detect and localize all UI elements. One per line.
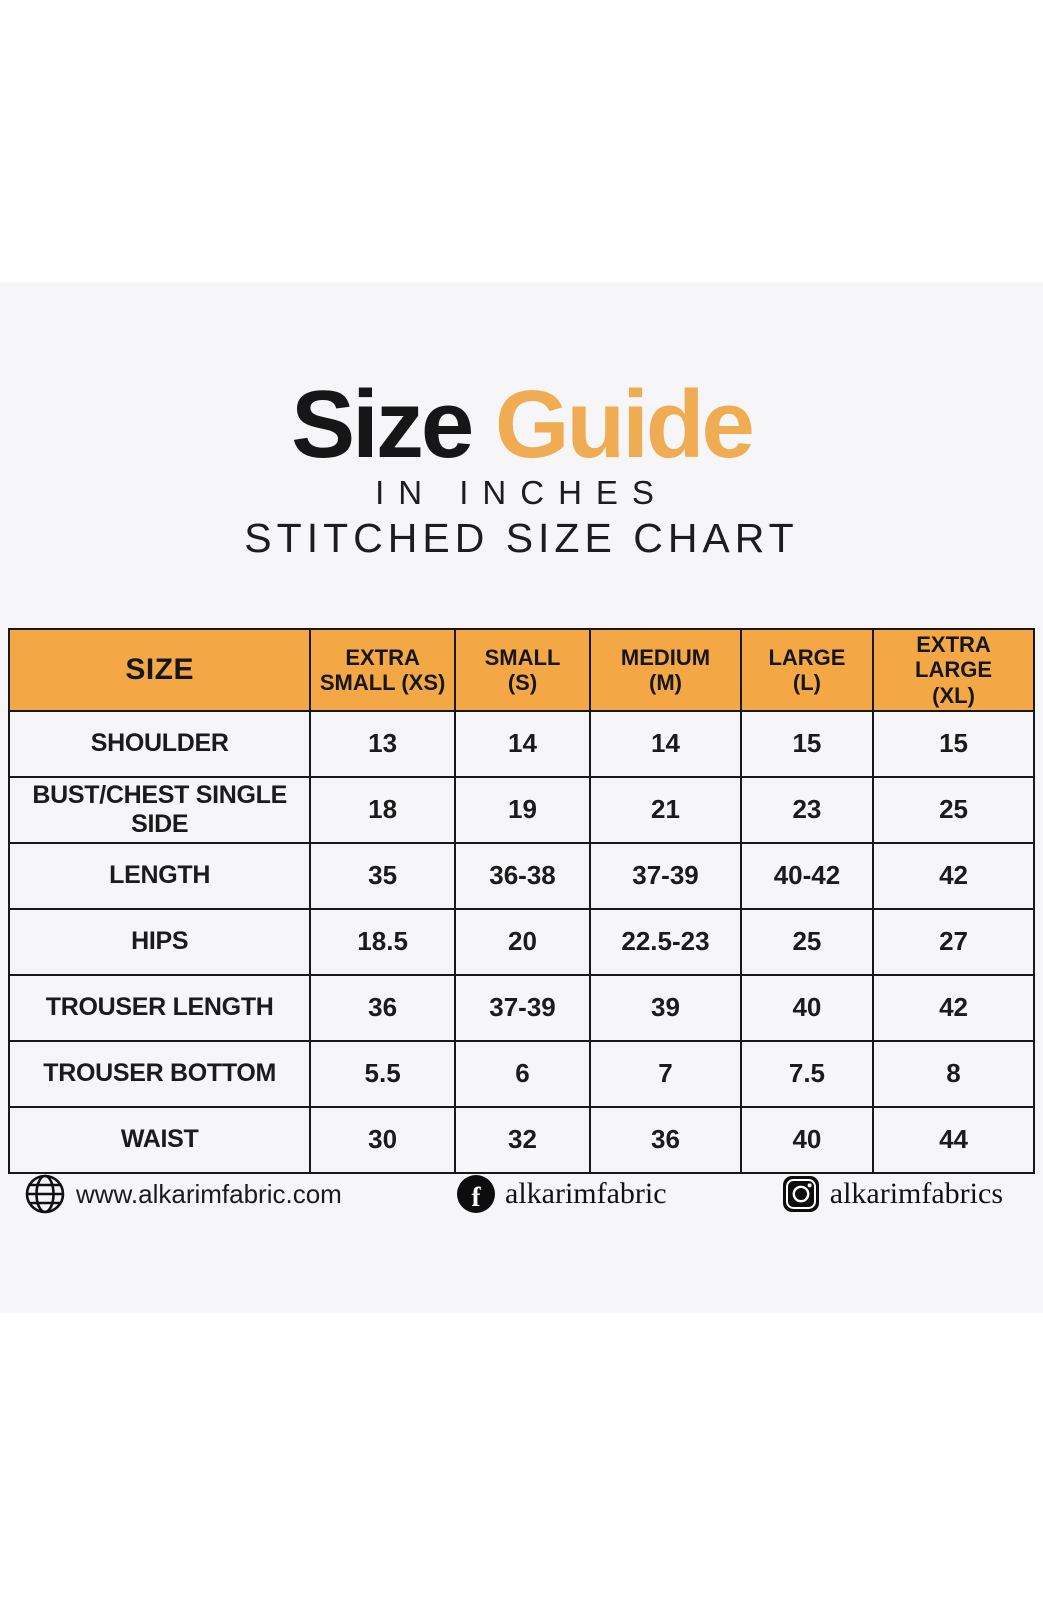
value-cell: 15 [872, 709, 1035, 778]
value-cell: 30 [309, 1105, 456, 1174]
value-cell: 44 [872, 1105, 1035, 1174]
row-label-shoulder: SHOULDER [7, 709, 312, 778]
table-row-bust-chest: BUST/CHEST SINGLE SIDE 18 19 21 23 25 [7, 775, 1035, 844]
value-cell: 42 [872, 841, 1035, 910]
value-cell: 18.5 [309, 907, 456, 976]
value-cell: 6 [453, 1039, 592, 1108]
column-header-medium: MEDIUM (M) [589, 628, 742, 712]
facebook-icon: f [457, 1175, 495, 1213]
value-cell: 27 [872, 907, 1035, 976]
content-card: Size Guide IN INCHES STITCHED SIZE CHART… [0, 282, 1043, 1313]
table-row-waist: WAIST 30 32 36 40 44 [7, 1105, 1035, 1174]
table-row-length: LENGTH 35 36-38 37-39 40-42 42 [7, 841, 1035, 910]
table-row-trouser-length: TROUSER LENGTH 36 37-39 39 40 42 [7, 973, 1035, 1042]
value-cell: 40 [739, 973, 875, 1042]
subtitle-chart-type: STITCHED SIZE CHART [244, 515, 799, 561]
table-row-trouser-bottom: TROUSER BOTTOM 5.5 6 7 7.5 8 [7, 1039, 1035, 1108]
value-cell: 36-38 [453, 841, 592, 910]
value-cell: 14 [589, 709, 742, 778]
value-cell: 8 [872, 1039, 1035, 1108]
value-cell: 5.5 [309, 1039, 456, 1108]
instagram-icon [782, 1176, 819, 1212]
footer: www.alkarimfabric.com f alkarimfabric al… [0, 1166, 1043, 1222]
value-cell: 36 [589, 1105, 742, 1174]
row-label-hips: HIPS [7, 907, 312, 976]
value-cell: 20 [453, 907, 592, 976]
footer-facebook: f alkarimfabric [457, 1175, 667, 1213]
column-header-size: SIZE [7, 628, 312, 712]
column-header-extra-large: EXTRA LARGE (XL) [872, 628, 1035, 712]
size-chart-table: SIZE EXTRA SMALL (XS) SMALL (S) MEDIUM (… [7, 628, 1035, 1174]
row-label-trouser-length: TROUSER LENGTH [7, 973, 312, 1042]
value-cell: 35 [309, 841, 456, 910]
facebook-handle: alkarimfabric [505, 1177, 667, 1210]
value-cell: 21 [589, 775, 742, 844]
value-cell: 32 [453, 1105, 592, 1174]
table-row-hips: HIPS 18.5 20 22.5-23 25 27 [7, 907, 1035, 976]
value-cell: 25 [872, 775, 1035, 844]
value-cell: 42 [872, 973, 1035, 1042]
column-header-large: LARGE (L) [739, 628, 875, 712]
footer-instagram: alkarimfabrics [782, 1175, 1003, 1213]
title-word-guide: Guide [494, 371, 755, 478]
row-label-bust-chest: BUST/CHEST SINGLE SIDE [7, 775, 312, 844]
value-cell: 40-42 [739, 841, 875, 910]
table-header-row: SIZE EXTRA SMALL (XS) SMALL (S) MEDIUM (… [7, 628, 1035, 712]
row-label-length: LENGTH [7, 841, 312, 910]
globe-icon [25, 1174, 65, 1214]
value-cell: 7 [589, 1039, 742, 1108]
page-title: Size Guide [0, 377, 1043, 473]
value-cell: 37-39 [453, 973, 592, 1042]
value-cell: 39 [589, 973, 742, 1042]
value-cell: 18 [309, 775, 456, 844]
value-cell: 37-39 [589, 841, 742, 910]
website-url: www.alkarimfabric.com [76, 1178, 342, 1209]
value-cell: 23 [739, 775, 875, 844]
value-cell: 7.5 [739, 1039, 875, 1108]
value-cell: 14 [453, 709, 592, 778]
row-label-trouser-bottom: TROUSER BOTTOM [7, 1039, 312, 1108]
instagram-handle: alkarimfabrics [829, 1177, 1003, 1210]
value-cell: 40 [739, 1105, 875, 1174]
value-cell: 22.5-23 [589, 907, 742, 976]
footer-website: www.alkarimfabric.com [24, 1173, 342, 1215]
value-cell: 19 [453, 775, 592, 844]
value-cell: 36 [309, 973, 456, 1042]
title-word-size: Size [291, 371, 474, 478]
subtitle-units: IN INCHES [375, 474, 668, 511]
value-cell: 13 [309, 709, 456, 778]
row-label-waist: WAIST [7, 1105, 312, 1174]
column-header-extra-small: EXTRA SMALL (XS) [309, 628, 456, 712]
column-header-small: SMALL (S) [453, 628, 592, 712]
value-cell: 15 [739, 709, 875, 778]
table-row-shoulder: SHOULDER 13 14 14 15 15 [7, 709, 1035, 778]
value-cell: 25 [739, 907, 875, 976]
